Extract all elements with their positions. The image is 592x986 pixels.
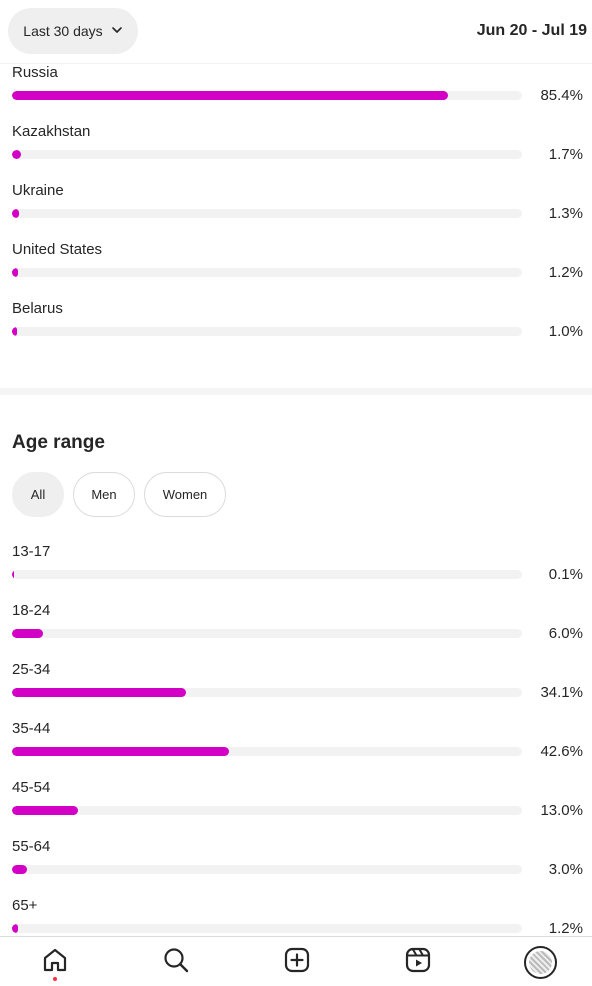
date-range-text: Jun 20 - Jul 19 [476,22,587,39]
location-label: United States [12,241,103,258]
nav-home[interactable] [40,947,70,977]
create-icon [283,946,311,979]
reels-icon [404,946,432,979]
bottom-navigation [0,936,592,986]
filter-men-chip[interactable]: Men [73,472,135,517]
date-range-dropdown[interactable]: Last 30 days [8,8,138,54]
age-row: 55-64 3.0% [0,838,592,897]
age-row: 18-24 6.0% [0,602,592,661]
location-percent: 1.7% [548,146,583,163]
location-row: Belarus 1.0% [0,300,592,359]
age-percent: 6.0% [548,625,583,642]
date-range-dropdown-label: Last 30 days [23,23,103,39]
age-percent: 3.0% [548,861,583,878]
progress-fill [12,865,28,874]
chevron-down-icon [111,23,123,39]
location-label: Kazakhstan [12,123,91,140]
progress-fill [12,924,19,933]
search-icon [162,946,190,979]
filter-all-chip[interactable]: All [12,472,64,517]
age-row: 35-44 42.6% [0,720,592,779]
age-label: 13-17 [12,543,51,560]
location-percent: 1.3% [548,205,583,222]
age-row: 65+ 1.2% [0,897,592,956]
age-label: 25-34 [12,661,51,678]
progress-fill [12,209,19,218]
age-percent: 42.6% [540,743,583,760]
progress-fill [12,688,186,697]
progress-track [12,924,522,933]
age-label: 65+ [12,897,38,914]
progress-track [12,688,522,697]
progress-fill [12,150,21,159]
location-row: Ukraine 1.3% [0,182,592,241]
nav-create[interactable] [282,947,312,977]
location-row: Russia 85.4% [0,64,592,123]
top-bar: Last 30 days Jun 20 - Jul 19 [0,0,592,64]
home-icon [41,946,69,979]
progress-fill [12,629,43,638]
progress-track [12,865,522,874]
gender-filter-chips: All Men Women [12,472,226,517]
age-label: 55-64 [12,838,51,855]
nav-reels[interactable] [403,947,433,977]
location-percent: 1.2% [548,264,583,281]
progress-track [12,150,522,159]
age-label: 35-44 [12,720,51,737]
age-percent: 34.1% [540,684,583,701]
top-locations-list: Russia 85.4% Kazakhstan 1.7% Ukraine 1.3… [0,64,592,384]
progress-fill [12,570,15,579]
progress-fill [12,91,448,100]
progress-fill [12,327,18,336]
progress-track [12,806,522,815]
progress-track [12,327,522,336]
notification-dot [53,977,57,981]
age-row: 25-34 34.1% [0,661,592,720]
progress-track [12,570,522,579]
age-range-list: 13-17 0.1% 18-24 6.0% 25-34 34.1% 35-44 … [0,543,592,937]
age-percent: 0.1% [548,566,583,583]
age-row: 13-17 0.1% [0,543,592,602]
progress-fill [12,268,19,277]
age-range-title: Age range [12,432,105,453]
nav-search[interactable] [161,947,191,977]
progress-track [12,209,522,218]
filter-women-chip[interactable]: Women [144,472,226,517]
progress-track [12,629,522,638]
avatar-image [529,951,552,974]
location-label: Ukraine [12,182,64,199]
location-percent: 1.0% [548,323,583,340]
progress-fill [12,806,79,815]
age-percent: 1.2% [548,920,583,937]
age-label: 45-54 [12,779,51,796]
location-label: Russia [12,64,58,81]
section-divider [0,388,592,395]
location-row: Kazakhstan 1.7% [0,123,592,182]
progress-track [12,91,522,100]
progress-track [12,747,522,756]
age-label: 18-24 [12,602,51,619]
progress-track [12,268,522,277]
progress-fill [12,747,230,756]
profile-avatar[interactable] [524,946,557,979]
age-row: 45-54 13.0% [0,779,592,838]
location-percent: 85.4% [540,87,583,104]
location-row: United States 1.2% [0,241,592,300]
location-label: Belarus [12,300,63,317]
age-percent: 13.0% [540,802,583,819]
